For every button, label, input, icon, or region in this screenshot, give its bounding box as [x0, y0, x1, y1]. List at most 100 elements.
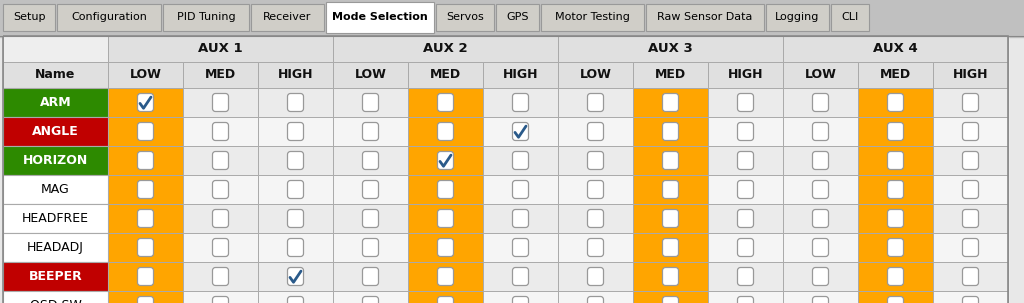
- Text: LOW: LOW: [130, 68, 162, 82]
- Bar: [3, 36, 108, 62]
- Bar: [633, 262, 708, 291]
- Bar: [326, 2, 434, 33]
- Bar: [633, 146, 708, 175]
- Text: MAG: MAG: [41, 183, 70, 196]
- Text: HIGH: HIGH: [503, 68, 539, 82]
- FancyBboxPatch shape: [137, 152, 154, 169]
- FancyBboxPatch shape: [888, 209, 903, 228]
- Bar: [0, 0, 1024, 37]
- FancyBboxPatch shape: [512, 209, 528, 228]
- FancyBboxPatch shape: [888, 268, 903, 285]
- Bar: [3, 175, 108, 204]
- Bar: [783, 291, 858, 303]
- Bar: [558, 204, 633, 233]
- Bar: [183, 62, 258, 88]
- Text: LOW: LOW: [805, 68, 837, 82]
- Bar: [646, 4, 764, 31]
- Bar: [483, 88, 558, 117]
- Bar: [858, 117, 933, 146]
- Bar: [333, 36, 558, 62]
- Bar: [333, 262, 408, 291]
- Bar: [483, 175, 558, 204]
- Bar: [108, 117, 183, 146]
- Bar: [57, 4, 161, 31]
- Bar: [108, 146, 183, 175]
- FancyBboxPatch shape: [288, 152, 303, 169]
- FancyBboxPatch shape: [588, 152, 603, 169]
- Bar: [783, 117, 858, 146]
- Bar: [258, 262, 333, 291]
- FancyBboxPatch shape: [737, 181, 754, 198]
- FancyBboxPatch shape: [588, 94, 603, 112]
- Bar: [333, 204, 408, 233]
- FancyBboxPatch shape: [137, 297, 154, 303]
- Bar: [408, 146, 483, 175]
- FancyBboxPatch shape: [963, 238, 979, 257]
- Bar: [858, 88, 933, 117]
- Bar: [933, 291, 1008, 303]
- Bar: [333, 62, 408, 88]
- Bar: [258, 62, 333, 88]
- Bar: [333, 146, 408, 175]
- Bar: [783, 204, 858, 233]
- Bar: [708, 291, 783, 303]
- FancyBboxPatch shape: [213, 238, 228, 257]
- Text: AUX 3: AUX 3: [648, 42, 693, 55]
- FancyBboxPatch shape: [437, 122, 454, 141]
- FancyBboxPatch shape: [213, 209, 228, 228]
- Text: OSD SW: OSD SW: [30, 299, 82, 303]
- FancyBboxPatch shape: [137, 268, 154, 285]
- FancyBboxPatch shape: [512, 152, 528, 169]
- Bar: [558, 62, 633, 88]
- Bar: [183, 204, 258, 233]
- Bar: [333, 117, 408, 146]
- FancyBboxPatch shape: [512, 268, 528, 285]
- FancyBboxPatch shape: [963, 152, 979, 169]
- Bar: [708, 88, 783, 117]
- Text: HEADFREE: HEADFREE: [22, 212, 89, 225]
- Bar: [783, 88, 858, 117]
- Bar: [541, 4, 644, 31]
- FancyBboxPatch shape: [588, 122, 603, 141]
- FancyBboxPatch shape: [737, 238, 754, 257]
- Bar: [3, 62, 108, 88]
- FancyBboxPatch shape: [663, 94, 679, 112]
- Text: Logging: Logging: [775, 12, 819, 22]
- Bar: [183, 146, 258, 175]
- Bar: [858, 62, 933, 88]
- FancyBboxPatch shape: [812, 181, 828, 198]
- Bar: [3, 291, 108, 303]
- FancyBboxPatch shape: [288, 122, 303, 141]
- FancyBboxPatch shape: [812, 238, 828, 257]
- Bar: [483, 291, 558, 303]
- FancyBboxPatch shape: [737, 152, 754, 169]
- Bar: [408, 262, 483, 291]
- FancyBboxPatch shape: [663, 238, 679, 257]
- Bar: [933, 62, 1008, 88]
- Bar: [708, 62, 783, 88]
- FancyBboxPatch shape: [812, 122, 828, 141]
- Bar: [333, 291, 408, 303]
- FancyBboxPatch shape: [588, 181, 603, 198]
- FancyBboxPatch shape: [437, 297, 454, 303]
- FancyBboxPatch shape: [737, 94, 754, 112]
- Bar: [858, 204, 933, 233]
- Bar: [3, 4, 55, 31]
- Text: Raw Sensor Data: Raw Sensor Data: [657, 12, 753, 22]
- Bar: [633, 62, 708, 88]
- Bar: [633, 175, 708, 204]
- Text: HEADADJ: HEADADJ: [27, 241, 84, 254]
- FancyBboxPatch shape: [437, 181, 454, 198]
- Bar: [496, 4, 539, 31]
- FancyBboxPatch shape: [663, 268, 679, 285]
- Bar: [783, 36, 1008, 62]
- Bar: [333, 233, 408, 262]
- FancyBboxPatch shape: [588, 268, 603, 285]
- Bar: [183, 117, 258, 146]
- Bar: [708, 146, 783, 175]
- FancyBboxPatch shape: [963, 209, 979, 228]
- Bar: [108, 233, 183, 262]
- FancyBboxPatch shape: [137, 209, 154, 228]
- FancyBboxPatch shape: [362, 268, 379, 285]
- FancyBboxPatch shape: [362, 238, 379, 257]
